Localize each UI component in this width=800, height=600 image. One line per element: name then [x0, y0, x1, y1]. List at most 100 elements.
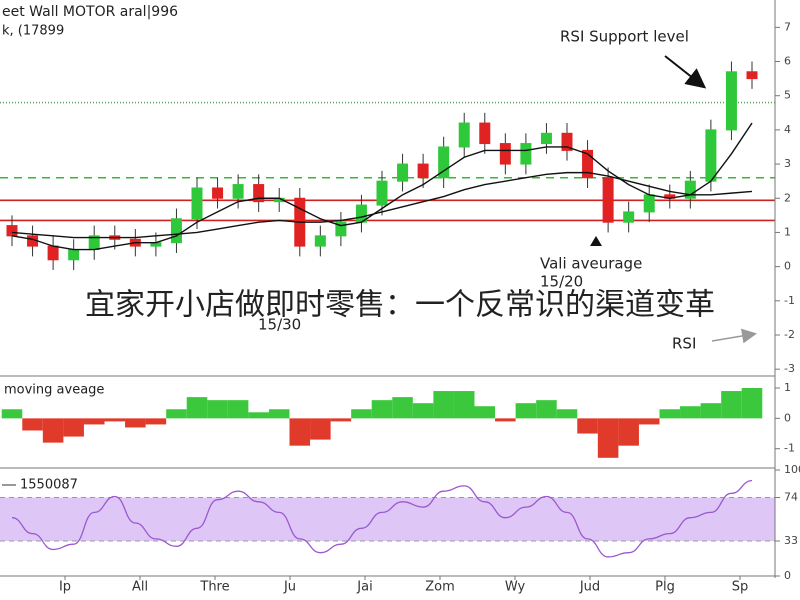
rsi-band — [0, 497, 775, 542]
histogram-bar — [556, 409, 578, 419]
y-tick-label: -1 — [784, 294, 795, 307]
histogram-bar — [700, 403, 722, 419]
histogram-bar — [186, 397, 208, 419]
histogram-bar — [412, 403, 434, 419]
histogram-bar — [433, 391, 454, 419]
candle-body — [540, 132, 552, 145]
chart-title: eet Wall MOTOR aral|996 — [2, 4, 178, 20]
histogram-bar — [659, 409, 681, 419]
moving-average-line — [11, 171, 753, 239]
x-tick-label: Thre — [199, 580, 229, 595]
x-tick-label: Ju — [283, 580, 296, 595]
y-tick-label: 5 — [784, 89, 791, 102]
annotation: 15/20 — [540, 273, 583, 291]
candle-body — [376, 180, 388, 206]
y-tick-label: 0 — [784, 260, 791, 273]
candle-body — [520, 143, 532, 165]
histogram-bar — [166, 409, 187, 419]
candle-body — [253, 184, 265, 203]
histogram-bar — [248, 412, 269, 419]
histogram-bar — [330, 418, 352, 422]
histogram-bar — [42, 418, 64, 443]
candle-body — [397, 163, 409, 182]
candle-body — [458, 122, 470, 148]
histogram-bar — [453, 391, 475, 419]
histogram-bar — [104, 418, 126, 422]
histogram-bar — [680, 406, 701, 419]
histogram-bar — [741, 388, 763, 419]
y-tick-label: 3 — [784, 157, 791, 170]
candle-body — [68, 249, 80, 261]
x-tick-label: Sp — [732, 580, 749, 595]
histogram-bar — [145, 418, 167, 425]
x-tick-label: Plg — [655, 580, 675, 595]
candle-body — [643, 194, 655, 213]
plot-layer — [0, 61, 775, 558]
chart-subtitle: k, (17899 — [2, 24, 64, 39]
candle-body — [623, 211, 635, 223]
histogram-bar — [721, 391, 742, 419]
candle-body — [232, 184, 244, 199]
panel-title: 1550087 — [20, 478, 78, 493]
y-tick-label: 2 — [784, 191, 791, 204]
annotation-marker — [590, 236, 602, 246]
histogram-bar — [289, 418, 311, 446]
annotation-arrow — [711, 328, 757, 344]
candle-body — [746, 71, 758, 80]
y-tick-label: -2 — [784, 328, 795, 341]
histogram-bar — [577, 418, 598, 434]
candle-body — [191, 187, 203, 220]
histogram-bar — [351, 409, 372, 419]
histogram-bar — [83, 418, 105, 425]
y-tick-label: 33 — [784, 534, 798, 547]
annotation: RSI Support level — [560, 28, 689, 46]
y-tick-label: -1 — [784, 442, 795, 455]
x-tick-label: Ip — [59, 580, 71, 595]
x-tick-label: Wy — [505, 580, 526, 595]
histogram-bar — [310, 418, 331, 440]
candle-body — [6, 225, 18, 237]
y-tick-label: 100 — [784, 463, 800, 476]
y-tick-label: 6 — [784, 55, 791, 68]
candle-body — [684, 180, 696, 199]
histogram-bar — [268, 409, 290, 419]
candle-body — [314, 235, 326, 247]
candle-body — [602, 177, 614, 223]
histogram-bar — [125, 418, 146, 428]
candle-body — [479, 122, 491, 145]
candle-body — [335, 221, 347, 237]
y-tick-label: 1 — [784, 381, 791, 394]
candle-body — [438, 146, 450, 179]
candle-body — [417, 163, 429, 179]
candle-body — [212, 187, 224, 199]
histogram-bar — [515, 403, 537, 419]
y-tick-label: 0 — [784, 569, 791, 582]
histogram-bar — [207, 400, 228, 419]
x-tick-label: Jai — [356, 580, 372, 595]
moving-average-line — [11, 122, 753, 251]
x-tick-label: All — [132, 580, 148, 595]
candle-body — [499, 143, 511, 165]
candle-body — [47, 245, 59, 261]
histogram-bar — [1, 409, 23, 419]
histogram-bar — [371, 400, 393, 419]
annotation: 15/30 — [258, 316, 301, 334]
histogram-bar — [597, 418, 619, 458]
overlay-text: 宜家开小店做即时零售：一个反常识的渠道变革 — [85, 288, 715, 323]
annotation: Vali aveurage — [540, 255, 642, 273]
y-tick-label: 1 — [784, 225, 791, 238]
candle-body — [170, 218, 182, 244]
annotation: RSI — [672, 335, 696, 353]
histogram-bar — [618, 418, 639, 446]
panel-title: moving aveage — [4, 383, 104, 398]
y-tick-label: 4 — [784, 123, 791, 136]
y-tick-label: 7 — [784, 20, 791, 33]
histogram-bar — [392, 397, 413, 419]
x-tick-label: Jud — [579, 580, 600, 595]
histogram-bar — [536, 400, 557, 419]
histogram-bar — [638, 418, 660, 425]
histogram-bar — [22, 418, 43, 431]
candle-body — [705, 129, 717, 182]
histogram-bar — [63, 418, 84, 437]
